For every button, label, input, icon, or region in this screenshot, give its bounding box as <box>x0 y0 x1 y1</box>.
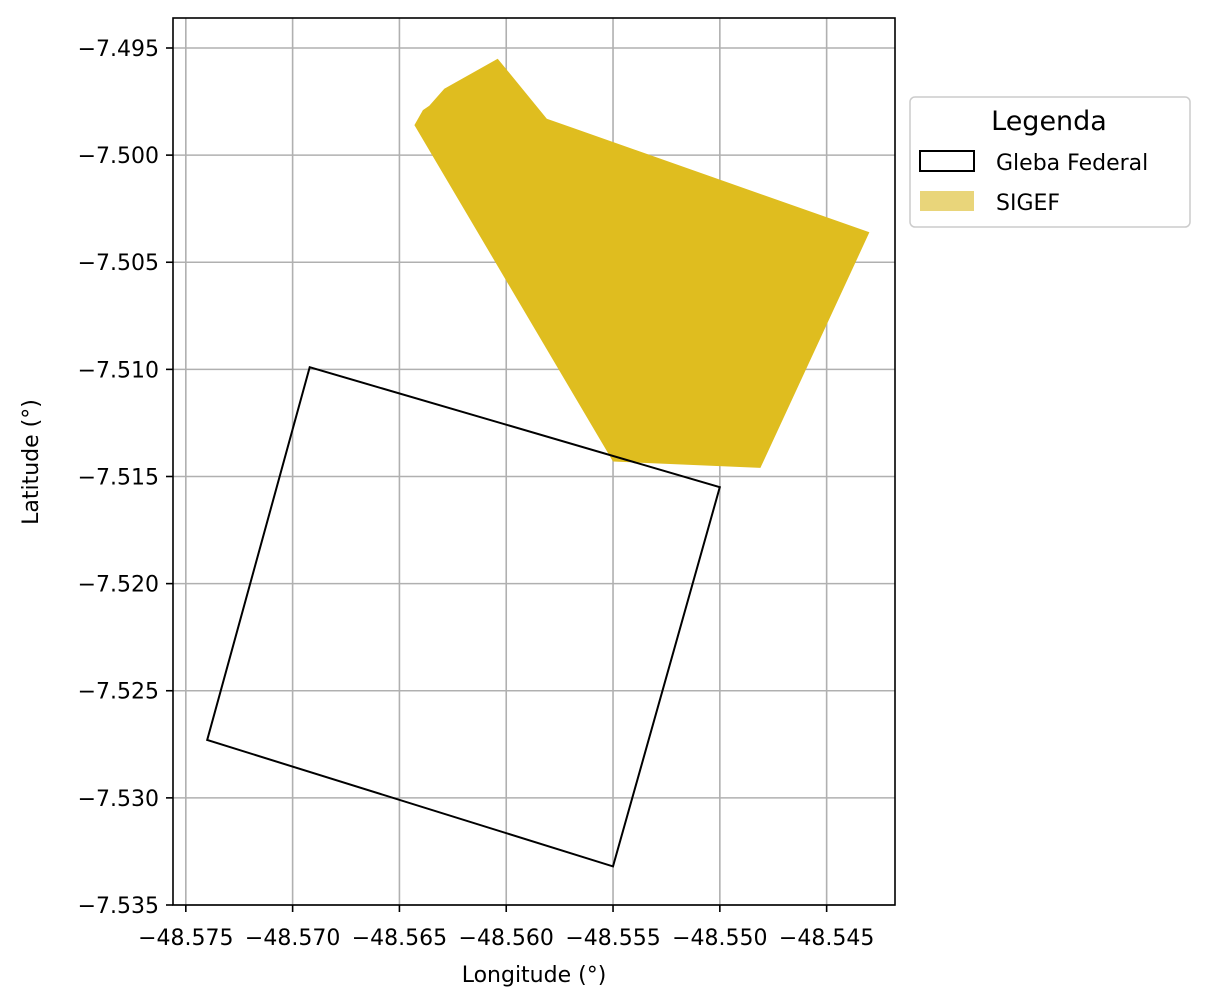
y-axis-label: Latitude (°) <box>19 399 44 525</box>
x-tick-label: −48.550 <box>672 926 767 951</box>
legend-swatch-gleba-federal <box>919 150 975 172</box>
y-tick-label: −7.510 <box>78 358 159 383</box>
x-axis-label: Longitude (°) <box>462 963 607 988</box>
x-tick-label: −48.545 <box>779 926 874 951</box>
y-tick-label: −7.495 <box>78 37 159 62</box>
map-layers <box>205 58 870 868</box>
y-tick-label: −7.520 <box>78 573 159 598</box>
legend-box <box>909 96 1191 228</box>
legend-swatch-sigef <box>920 191 974 211</box>
x-tick-label: −48.560 <box>459 926 554 951</box>
y-tick-label: −7.530 <box>78 787 159 812</box>
legend-label-sigef: SIGEF <box>996 191 1060 216</box>
legend-label-gleba-federal: Gleba Federal <box>996 151 1148 176</box>
y-tick-label: −7.505 <box>78 251 159 276</box>
x-tick-label: −48.575 <box>138 926 233 951</box>
y-tick-label: −7.535 <box>78 894 159 919</box>
legend: Legenda Gleba Federal SIGEF <box>909 96 1191 228</box>
x-tick-label: −48.570 <box>245 926 340 951</box>
polygon-sigef <box>414 58 870 468</box>
axis-ticks: −48.575 −48.570 −48.565 −48.560 −48.555 −48.5… <box>78 37 875 951</box>
y-tick-label: −7.525 <box>78 680 159 705</box>
x-tick-label: −48.565 <box>352 926 447 951</box>
y-tick-label: −7.515 <box>78 465 159 490</box>
y-tick-label: −7.500 <box>78 144 159 169</box>
polygon-gleba-federal <box>205 365 722 868</box>
x-tick-label: −48.555 <box>565 926 660 951</box>
legend-title: Legenda <box>991 106 1107 137</box>
plot-frame <box>172 17 896 906</box>
